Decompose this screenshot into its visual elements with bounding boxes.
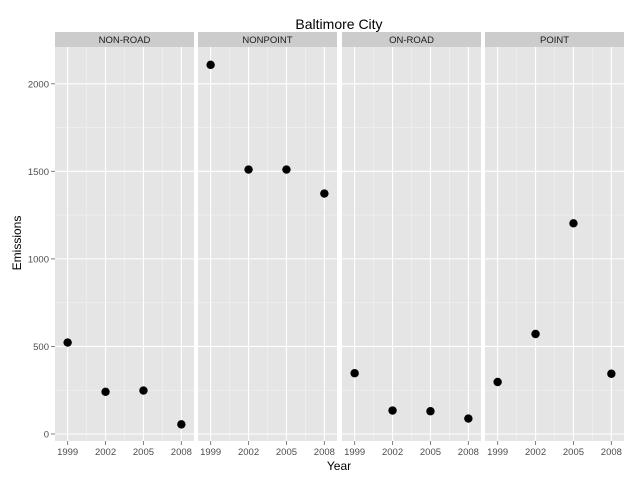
data-point bbox=[206, 60, 215, 70]
y-tick-label: 1000 bbox=[28, 254, 49, 265]
chart-title: Baltimore City bbox=[295, 16, 382, 32]
facet-strip bbox=[198, 32, 337, 47]
y-tick-label: 500 bbox=[33, 342, 49, 353]
facet-strip bbox=[55, 32, 194, 47]
x-tick-label: 2008 bbox=[601, 447, 622, 458]
x-tick-label: 1999 bbox=[344, 447, 365, 458]
facet-panel: NONPOINT 1999 2002 2005 2008 bbox=[198, 32, 337, 458]
x-tick-label: 2005 bbox=[563, 447, 584, 458]
x-tick-label: 2002 bbox=[95, 447, 116, 458]
facet-panel: NON-ROAD 1999 2002 2005 2008 bbox=[55, 32, 194, 458]
x-axis-title: Year bbox=[327, 459, 351, 473]
x-tick-label: 2002 bbox=[238, 447, 259, 458]
facet-panels: NON-ROAD 1999 2002 2005 2008 NONPOINT 1999 2002… bbox=[55, 32, 624, 458]
data-point bbox=[426, 407, 435, 416]
facet-strip bbox=[342, 32, 481, 47]
y-tick-label: 1500 bbox=[28, 167, 49, 178]
data-point bbox=[464, 414, 473, 423]
data-point bbox=[282, 165, 291, 174]
data-point bbox=[350, 369, 359, 378]
data-point bbox=[607, 369, 616, 378]
x-tick-label: 2008 bbox=[314, 447, 335, 458]
facet-panel: ON-ROAD 1999 2002 2005 2008 bbox=[342, 32, 481, 458]
y-axis: 0 500 1000 1500 2000 bbox=[28, 79, 55, 440]
y-tick-label: 0 bbox=[44, 429, 49, 440]
y-axis-title: Emissions bbox=[10, 216, 24, 271]
data-point bbox=[244, 165, 253, 174]
x-tick-label: 2008 bbox=[171, 447, 192, 458]
data-point bbox=[569, 219, 578, 228]
x-tick-label: 2005 bbox=[133, 447, 154, 458]
x-tick-label: 2002 bbox=[382, 447, 403, 458]
data-point bbox=[388, 406, 397, 415]
data-point bbox=[63, 338, 72, 347]
data-point bbox=[320, 189, 329, 198]
x-tick-label: 1999 bbox=[487, 447, 508, 458]
facet-panel: POINT 1999 2002 2005 2008 bbox=[485, 32, 624, 458]
data-point bbox=[139, 386, 148, 395]
facet-strip-label: ON-ROAD bbox=[389, 35, 434, 46]
facet-strip-label: NONPOINT bbox=[242, 35, 292, 46]
x-tick-label: 2005 bbox=[420, 447, 441, 458]
data-point bbox=[531, 329, 540, 339]
data-point bbox=[101, 387, 110, 396]
data-point bbox=[177, 420, 186, 429]
x-tick-label: 2005 bbox=[276, 447, 297, 458]
x-tick-label: 2008 bbox=[458, 447, 479, 458]
data-point bbox=[493, 377, 502, 387]
facet-strip bbox=[485, 32, 624, 47]
y-tick-label: 2000 bbox=[28, 79, 49, 90]
x-tick-label: 1999 bbox=[200, 447, 221, 458]
x-tick-label: 2002 bbox=[525, 447, 546, 458]
facet-strip-label: POINT bbox=[540, 35, 569, 46]
facet-strip-label: NON-ROAD bbox=[99, 35, 151, 46]
x-tick-label: 1999 bbox=[57, 447, 78, 458]
